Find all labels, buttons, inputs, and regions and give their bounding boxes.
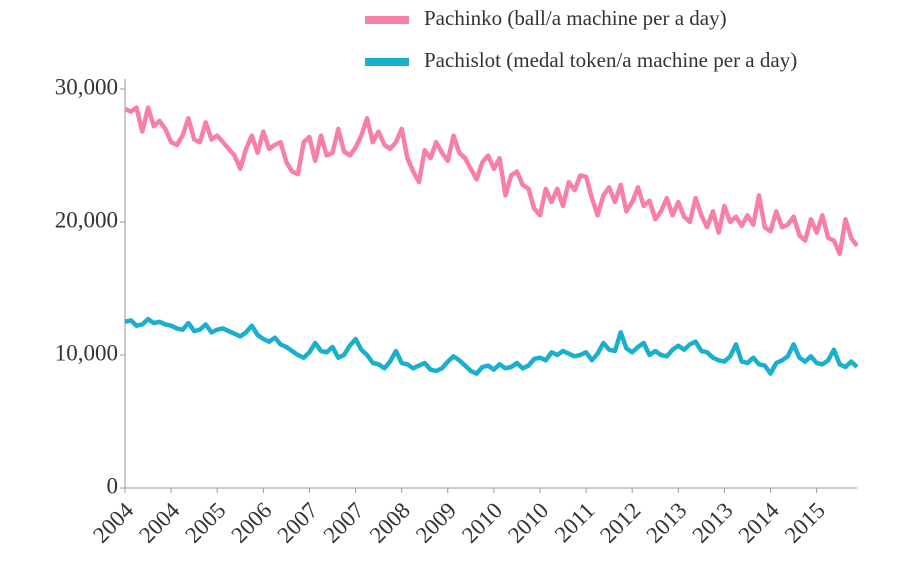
x-tick-label: 2004 [88, 497, 139, 548]
x-tick-label: 2011 [550, 498, 600, 548]
x-tick-label: 2008 [365, 498, 415, 548]
x-tick-label: 2015 [780, 498, 830, 548]
y-tick-label: 20,000 [55, 207, 118, 232]
series-line [124, 316, 859, 376]
x-tick-label: 2007 [319, 498, 369, 548]
x-tick-label: 2009 [411, 498, 461, 548]
x-tick-label: 2013 [687, 498, 737, 548]
x-tick-label: 2012 [595, 498, 645, 548]
x-tick-label: 2014 [734, 497, 785, 548]
x-tick-label: 2010 [457, 498, 507, 548]
y-tick-label: 10,000 [55, 340, 118, 365]
x-tick-label: 2005 [180, 498, 230, 548]
x-tick-label: 2013 [641, 498, 691, 548]
y-tick-label: 0 [107, 473, 119, 498]
x-tick-label: 2004 [134, 497, 185, 548]
x-tick-label: 2007 [273, 498, 323, 548]
x-tick-label: 2010 [503, 498, 553, 548]
x-tick-label: 2006 [226, 498, 276, 548]
legend-swatch [365, 58, 409, 66]
y-tick-label: 30,000 [55, 74, 118, 99]
legend-swatch [365, 16, 409, 24]
legend-label: Pachislot (medal token/a machine per a d… [424, 48, 797, 72]
series-line [124, 105, 859, 257]
legend-label: Pachinko (ball/a machine per a day) [424, 6, 727, 30]
